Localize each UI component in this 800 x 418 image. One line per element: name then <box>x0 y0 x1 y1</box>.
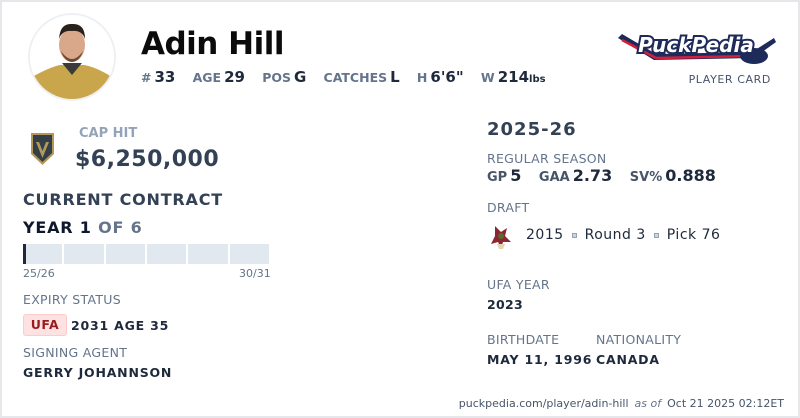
draft-pick: Pick 76 <box>666 227 721 243</box>
contract-year-segment <box>229 244 269 264</box>
height-label: H <box>416 70 428 85</box>
contract-year-segment <box>146 244 187 264</box>
footer: puckpedia.com/player/adin-hill as of Oct 2… <box>459 397 784 410</box>
contract-year: YEAR 1 OF 6 <box>23 218 143 237</box>
contract-progress-bar <box>23 244 269 264</box>
contract-year-segment <box>188 244 228 264</box>
weight-unit: lbs <box>529 74 546 85</box>
contract-end-season: 30/31 <box>239 267 271 280</box>
catches-label: CATCHES <box>323 70 388 85</box>
contract-year-segment <box>105 244 145 264</box>
cap-hit-label: CAP HIT <box>79 126 138 141</box>
draft-team-logo-icon <box>489 224 513 254</box>
ufa-year-label: UFA YEAR <box>487 277 550 292</box>
contract-year-segment <box>64 244 104 264</box>
player-card-subtitle: PLAYER CARD <box>688 73 771 86</box>
age-label: AGE <box>192 70 222 85</box>
logo-text: PuckPedia <box>638 33 754 57</box>
gaa-label: GAA <box>538 170 570 185</box>
player-url[interactable]: puckpedia.com/player/adin-hill <box>458 397 629 410</box>
gp-label: GP <box>487 170 508 185</box>
ufa-year-value: 2023 <box>487 297 523 312</box>
draft-label: DRAFT <box>487 200 530 215</box>
sv-label: SV% <box>629 170 663 185</box>
signing-agent-value: GERRY JOHANNSON <box>23 365 173 380</box>
player-name: Adin Hill <box>141 26 285 62</box>
regular-season-label: REGULAR SEASON <box>487 151 607 166</box>
number-value: 33 <box>154 68 176 86</box>
player-bio: #33 AGE 29 POS G CATCHES L H 6'6" W 214lbs <box>141 68 546 86</box>
separator-icon <box>571 232 577 238</box>
season-title: 2025-26 <box>487 119 577 140</box>
nationality-label: NATIONALITY <box>596 332 682 347</box>
as-of-label: as of <box>634 397 662 410</box>
number-label: # <box>141 70 152 85</box>
catches-value: L <box>390 68 400 86</box>
puckpedia-logo: PuckPedia <box>614 28 778 74</box>
expiry-value: 2031 AGE 35 <box>71 318 170 333</box>
contract-year-label: YEAR 1 <box>23 218 92 237</box>
player-photo <box>28 13 116 101</box>
birthdate-value: MAY 11, 1996 <box>487 352 593 367</box>
birthdate-label: BIRTHDATE <box>487 332 560 347</box>
ufa-badge: UFA <box>23 314 67 336</box>
contract-start-season: 25/26 <box>23 267 55 280</box>
draft-year: 2015 <box>526 227 564 243</box>
weight-label: W <box>480 70 495 85</box>
signing-agent-label: SIGNING AGENT <box>23 345 128 360</box>
draft-round: Round 3 <box>584 227 646 243</box>
draft-details: 2015 Round 3 Pick 76 <box>526 227 720 243</box>
cap-hit-value: $6,250,000 <box>75 147 220 172</box>
age-value: 29 <box>224 68 245 86</box>
expiry-status-label: EXPIRY STATUS <box>23 292 121 307</box>
nationality-value: CANADA <box>596 352 660 367</box>
separator-icon <box>653 232 659 238</box>
team-logo-icon <box>30 132 55 170</box>
gp-value: 5 <box>510 166 522 185</box>
gaa-value: 2.73 <box>572 166 613 185</box>
contract-year-segment <box>23 244 63 264</box>
height-value: 6'6" <box>430 68 464 86</box>
timestamp: Oct 21 2025 02:12ET <box>667 397 784 410</box>
current-contract-title: CURRENT CONTRACT <box>23 190 223 209</box>
contract-of-label: OF 6 <box>98 218 143 237</box>
pos-value: G <box>293 68 307 86</box>
season-stats: GP 5 GAA 2.73 SV% 0.888 <box>487 166 716 185</box>
pos-label: POS <box>262 70 291 85</box>
weight-value: 214 <box>497 68 530 86</box>
sv-value: 0.888 <box>665 166 716 185</box>
